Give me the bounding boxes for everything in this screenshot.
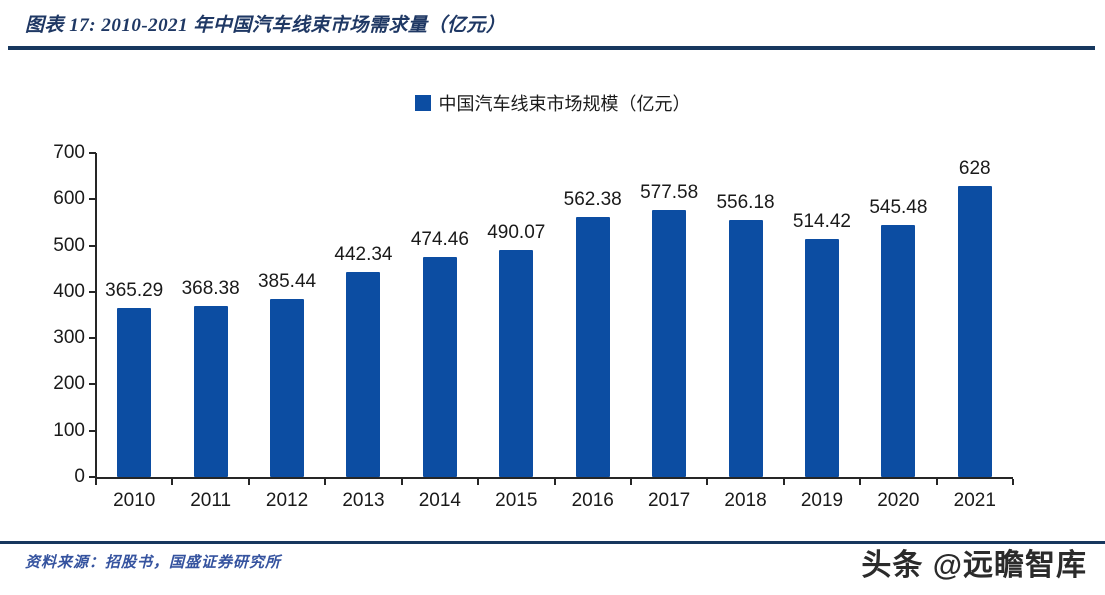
x-axis-line (95, 477, 1013, 479)
x-axis-tick (400, 479, 403, 485)
x-axis-tick (95, 479, 97, 485)
y-axis-tick (89, 476, 96, 478)
y-axis-label: 700 (53, 142, 85, 163)
source-note: 资料来源：招股书，国盛证券研究所 (25, 555, 282, 571)
bar-value-label: 545.48 (869, 196, 928, 218)
bar-value-label: 562.38 (563, 188, 622, 210)
y-axis-tick (89, 198, 96, 201)
x-axis-category-label: 2015 (495, 490, 538, 511)
watermark: 头条 @远瞻智库 (861, 549, 1087, 582)
x-axis-category-label: 2016 (571, 490, 614, 511)
x-axis-category-label: 2012 (265, 490, 309, 511)
bar-2021 (957, 186, 992, 477)
bar-value-label: 365.29 (105, 279, 164, 301)
bar-value-label: 514.42 (792, 210, 852, 232)
x-axis-category-label: 2017 (647, 490, 691, 511)
x-axis-category-label: 2011 (190, 490, 232, 511)
bar-2011 (193, 306, 228, 477)
bar-2014 (422, 257, 457, 477)
x-axis-tick (171, 479, 174, 485)
footer-divider (0, 541, 1105, 544)
y-axis-tick (89, 152, 96, 154)
bar-2018 (728, 219, 763, 477)
figure-title: 图表 17: 2010-2021 年中国汽车线束市场需求量（亿元） (25, 15, 506, 36)
y-axis-tick (89, 337, 96, 340)
y-axis-tick (89, 290, 96, 293)
x-axis-tick (247, 479, 250, 485)
y-axis-tick (89, 244, 96, 247)
bar-value-label: 474.46 (410, 229, 469, 251)
y-axis-label: 400 (53, 280, 85, 302)
x-axis-tick (782, 479, 785, 485)
bar-value-label: 442.34 (334, 244, 393, 266)
bar-value-label: 490.07 (487, 222, 546, 244)
y-axis-label: 0 (74, 466, 85, 487)
bar-value-label: 368.38 (181, 278, 240, 300)
bar-2010 (117, 307, 152, 477)
x-axis-category-label: 2013 (342, 490, 385, 511)
x-axis-tick (859, 479, 862, 485)
x-axis-tick (477, 479, 480, 485)
legend-label: 中国汽车线束市场规模（亿元） (438, 94, 691, 114)
bar-value-label: 628 (958, 158, 991, 180)
y-axis-tick (89, 383, 96, 386)
legend-swatch-icon (414, 95, 431, 111)
bar-2015 (499, 250, 534, 477)
x-axis-tick (706, 479, 709, 485)
y-axis-label: 500 (53, 234, 85, 256)
x-axis-tick (629, 479, 632, 485)
bar-2012 (270, 298, 305, 477)
y-axis-label: 100 (53, 419, 85, 441)
x-axis-tick (553, 479, 556, 485)
x-axis-category-label: 2019 (800, 490, 844, 511)
x-axis-category-label: 2018 (724, 490, 767, 511)
bar-2019 (804, 238, 839, 477)
x-axis-tick (1012, 479, 1014, 485)
bar-2020 (881, 224, 916, 477)
bar-value-label: 556.18 (716, 191, 775, 213)
title-divider (8, 46, 1095, 50)
bar-2013 (346, 272, 381, 477)
bar-value-label: 385.44 (257, 270, 317, 292)
y-axis-label: 200 (53, 373, 85, 395)
y-axis-label: 600 (53, 188, 85, 210)
x-axis-category-label: 2014 (418, 490, 462, 511)
y-axis-tick (89, 429, 96, 432)
bar-value-label: 577.58 (640, 181, 699, 203)
bar-2016 (575, 216, 610, 477)
x-axis-tick (935, 479, 938, 485)
legend: 中国汽车线束市场规模（亿元） (0, 90, 1105, 116)
x-axis-tick (324, 479, 327, 485)
x-axis-category-label: 2020 (877, 490, 920, 511)
y-axis-line (95, 153, 97, 479)
bar-2017 (652, 209, 687, 477)
x-axis-category-label: 2021 (953, 490, 996, 511)
x-axis-category-label: 2010 (113, 490, 156, 511)
y-axis-label: 300 (53, 327, 85, 349)
